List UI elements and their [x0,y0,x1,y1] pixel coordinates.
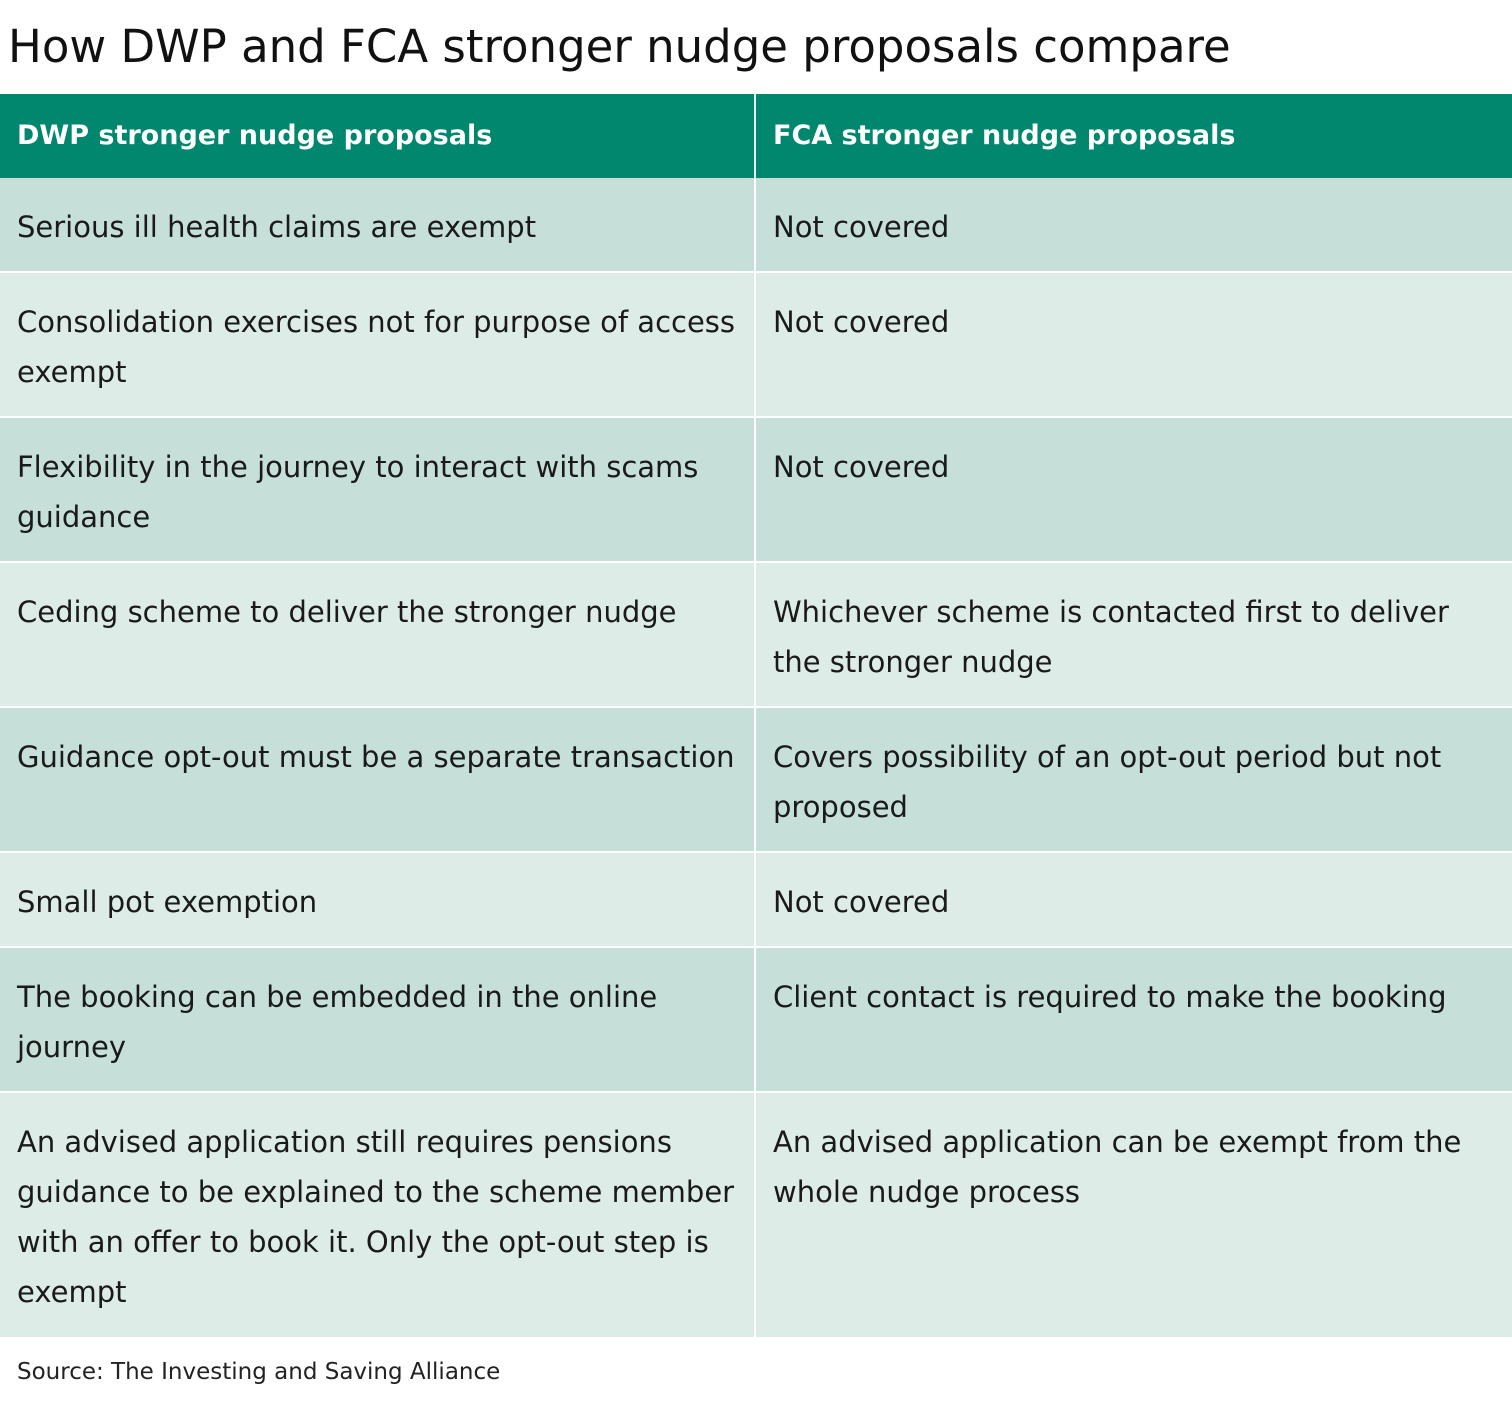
table-header-row: DWP stronger nudge proposals FCA stronge… [0,94,1512,178]
dwp-cell: Guidance opt-out must be a separate tran… [0,708,756,851]
comparison-table: DWP stronger nudge proposals FCA stronge… [0,94,1512,1337]
fca-cell: Not covered [773,885,950,919]
table-row: Flexibility in the journey to interact w… [0,418,1512,563]
fca-cell: Whichever scheme is contacted first to d… [773,595,1449,679]
page-title: How DWP and FCA stronger nudge proposals… [8,20,1231,73]
column-header-fca: FCA stronger nudge proposals [773,120,1236,151]
table-row: Serious ill health claims are exempt Not… [0,178,1512,273]
table-row: Consolidation exercises not for purpose … [0,273,1512,418]
table-row: Ceding scheme to deliver the stronger nu… [0,563,1512,708]
dwp-cell: Consolidation exercises not for purpose … [0,273,756,416]
dwp-cell: An advised application still requires pe… [0,1093,756,1337]
fca-cell: Not covered [773,210,950,244]
fca-cell: An advised application can be exempt fro… [773,1125,1462,1209]
fca-cell: Covers possibility of an opt-out period … [773,740,1442,824]
table-row: Guidance opt-out must be a separate tran… [0,708,1512,853]
table-row: The booking can be embedded in the onlin… [0,948,1512,1093]
dwp-cell: Small pot exemption [0,853,756,946]
fca-cell: Not covered [773,305,950,339]
fca-cell: Client contact is required to make the b… [773,980,1447,1014]
table-row: An advised application still requires pe… [0,1093,1512,1337]
dwp-cell: Ceding scheme to deliver the stronger nu… [0,563,756,706]
dwp-cell: Serious ill health claims are exempt [0,178,756,271]
table-row: Small pot exemption Not covered [0,853,1512,948]
source-note: Source: The Investing and Saving Allianc… [17,1359,501,1385]
dwp-cell: Flexibility in the journey to interact w… [0,418,756,561]
fca-cell: Not covered [773,450,950,484]
column-header-dwp: DWP stronger nudge proposals [0,94,756,178]
dwp-cell: The booking can be embedded in the onlin… [0,948,756,1091]
